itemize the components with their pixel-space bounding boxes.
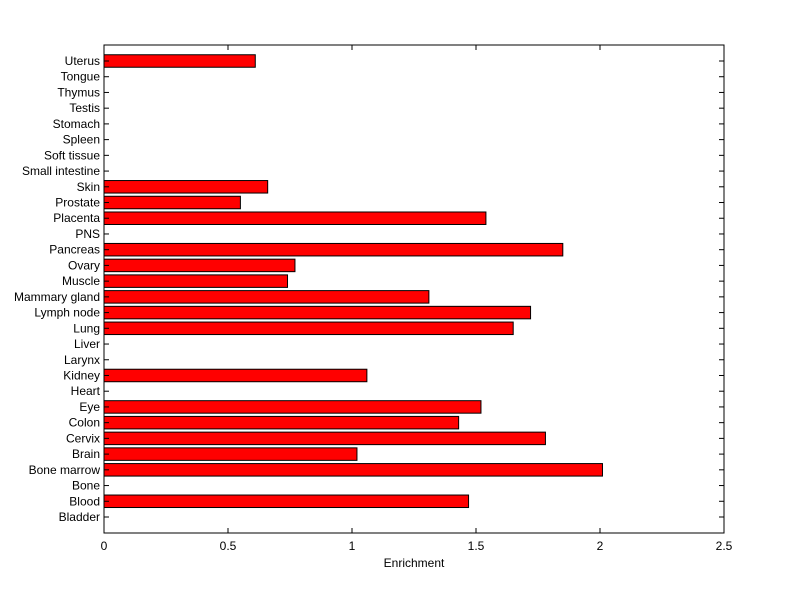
x-axis-title: Enrichment: [384, 556, 445, 570]
y-tick-label: Cervix: [66, 431, 100, 445]
x-tick-label: 0: [101, 539, 108, 553]
bar-pancreas: [103, 242, 564, 257]
y-tick-label: Tongue: [61, 70, 101, 84]
x-tick-label: 1.5: [468, 539, 485, 553]
y-tick-label: Bone marrow: [29, 463, 101, 477]
bar-muscle: [103, 274, 289, 288]
bar-brain: [103, 447, 358, 461]
bar-uterus: [103, 54, 256, 68]
bar-blood: [103, 494, 470, 509]
x-tick-labels: 0 0.5 1 1.5 2 2.5: [101, 539, 733, 553]
bar-cervix: [103, 431, 546, 446]
y-tick-label: Blood: [69, 494, 100, 508]
y-tick-label: Brain: [72, 447, 100, 461]
bar-mammary-gland: [103, 290, 430, 304]
y-tick-label: Lung: [73, 321, 100, 335]
y-tick-label: Bone: [72, 479, 100, 493]
y-tick-label: Eye: [79, 400, 100, 414]
bar-colon: [103, 415, 460, 430]
y-tick-label: Skin: [77, 180, 100, 194]
y-tick-label: Colon: [69, 416, 100, 430]
bars: [103, 54, 603, 509]
x-tick-label: 2.5: [716, 539, 733, 553]
bar-lymph-node: [103, 305, 532, 320]
y-tick-label: Soft tissue: [44, 148, 100, 162]
y-tick-label: Muscle: [62, 274, 100, 288]
x-tick-label: 1: [349, 539, 356, 553]
y-tick-label: Prostate: [55, 196, 100, 210]
bar-skin: [103, 180, 269, 194]
y-tick-label: Lymph node: [34, 306, 100, 320]
y-tick-label: Larynx: [64, 353, 100, 367]
bar-kidney: [103, 368, 368, 383]
axis-ticks: [103, 45, 725, 533]
bar-bone-marrow: [103, 463, 603, 477]
bar-lung: [103, 321, 514, 336]
y-tick-label: Thymus: [57, 85, 100, 99]
bar-ovary: [103, 258, 296, 273]
y-tick-label: Small intestine: [22, 164, 100, 178]
bar-eye: [103, 400, 482, 414]
y-tick-label: Ovary: [68, 258, 100, 272]
y-tick-label: Placenta: [53, 211, 100, 225]
x-tick-label: 2: [597, 539, 604, 553]
x-tick-label: 0.5: [220, 539, 237, 553]
y-tick-label: Pancreas: [49, 243, 100, 257]
y-tick-label: Spleen: [63, 133, 100, 147]
y-tick-label: Liver: [74, 337, 100, 351]
plot-area-frame: [103, 44, 725, 534]
y-tick-label: Heart: [71, 384, 101, 398]
bar-prostate: [103, 195, 241, 210]
bar-placenta: [103, 211, 487, 225]
y-tick-label: Testis: [69, 101, 100, 115]
y-tick-label: Bladder: [59, 510, 100, 524]
y-tick-label: Mammary gland: [14, 290, 100, 304]
y-tick-label: Uterus: [65, 54, 100, 68]
y-tick-label: PNS: [75, 227, 100, 241]
y-tick-label: Kidney: [63, 368, 100, 382]
y-tick-label: Stomach: [53, 117, 100, 131]
